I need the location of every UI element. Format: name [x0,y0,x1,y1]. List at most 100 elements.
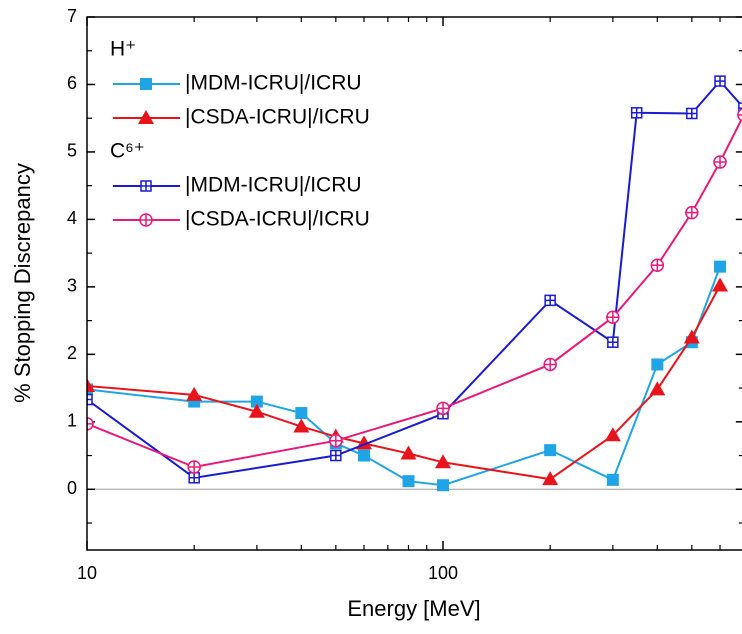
marker-shape [250,395,263,408]
marker-shape [649,381,666,396]
marker-shape [683,329,700,344]
marker [250,395,263,408]
marker-shape [295,407,308,420]
marker [649,381,666,396]
marker-shape [330,450,341,461]
marker-shape [604,427,621,442]
marker [293,418,310,433]
marker-shape [87,394,92,405]
marker [329,433,343,448]
y-tick-label: 3 [67,276,77,296]
marker [87,417,94,431]
marker-shape [544,444,557,457]
marker-shape [631,107,642,118]
marker-shape [715,76,726,87]
marker [138,110,154,124]
marker [714,260,727,273]
marker-shape [437,479,449,492]
legend-label: |MDM-ICRU|/ICRU [185,72,362,95]
marker [544,444,557,457]
marker [358,449,371,462]
marker [712,277,729,292]
y-tick-label: 0 [67,478,77,498]
marker [686,107,698,120]
marker [402,475,415,488]
marker-shape [141,181,151,191]
marker [714,75,726,87]
marker [630,107,643,119]
marker [606,473,619,486]
marker-shape [186,386,203,401]
marker-shape [140,214,152,226]
legend-label: |CSDA-ICRU|/ICRU [185,208,370,231]
y-tick-label: 6 [67,73,77,93]
y-tick-label: 5 [67,141,77,161]
series-line [87,116,742,469]
marker [248,403,265,418]
marker-shape [189,472,200,483]
marker-shape [140,78,152,90]
marker [87,393,93,406]
legend-group-title: H⁺ [110,38,136,61]
marker-shape [87,378,95,393]
marker [139,213,153,227]
marker-shape [400,445,417,460]
y-tick-label: 4 [67,208,77,228]
series-line [87,79,742,479]
marker-shape [738,107,742,109]
marker [604,427,621,442]
marker-shape [138,110,154,124]
marker [607,336,619,348]
y-axis-label: % Stopping Discrepancy [10,163,35,403]
marker [188,472,200,484]
marker-shape [188,461,201,474]
marker [187,460,201,474]
marker-shape [606,311,619,324]
y-tick-label: 7 [67,6,77,26]
legend-group-title: C⁶⁺ [110,140,145,163]
marker-shape [686,108,697,119]
marker-shape [607,337,618,348]
marker [140,180,152,192]
marker-shape [248,403,265,418]
marker-shape [606,473,619,486]
marker [544,294,556,307]
marker-shape [714,260,727,273]
marker-shape [435,454,451,469]
axes-frame [86,16,742,551]
marker-shape [542,471,559,486]
marker-shape [685,206,698,219]
marker [295,407,308,420]
marker-shape [545,295,556,306]
marker-shape [737,114,742,116]
marker-shape [714,156,727,169]
x-tick-label: 10 [77,563,97,583]
marker [542,471,559,486]
marker [435,454,451,469]
marker-shape [544,358,557,371]
y-tick-label: 1 [67,411,77,431]
marker-shape [329,434,342,447]
marker-shape [712,277,729,292]
marker [713,155,727,169]
marker [685,205,699,220]
marker [400,445,417,460]
legend-label: |CSDA-ICRU|/ICRU [185,106,370,129]
legend-label: |MDM-ICRU|/ICRU [185,174,362,197]
marker [738,102,742,114]
marker-shape [651,259,664,272]
marker [543,357,557,372]
marker [737,108,742,122]
x-tick-label: 100 [428,563,458,583]
marker [186,386,203,401]
marker-shape [651,358,664,371]
marker [140,78,152,90]
marker [437,479,449,492]
marker-shape [87,417,93,430]
marker [87,378,95,393]
marker [606,310,620,324]
marker [330,449,342,462]
marker [683,329,700,344]
marker [651,358,664,371]
